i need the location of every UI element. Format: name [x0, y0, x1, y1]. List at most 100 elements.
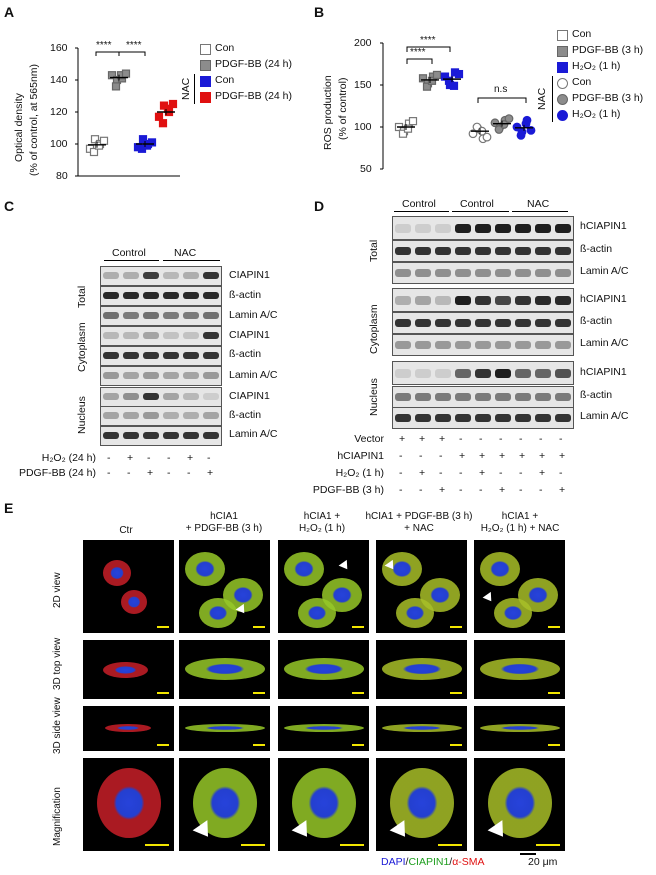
blot-band — [395, 224, 411, 233]
condition-mark: + — [539, 450, 546, 462]
blot-band — [395, 393, 411, 401]
panel-c-row-label: CIAPIN1 — [229, 329, 270, 341]
panel-d-group-control2: Control — [460, 198, 494, 210]
blot-band — [435, 269, 451, 277]
blot-band — [395, 319, 411, 327]
panel-d-cond-label: Vector — [354, 433, 384, 445]
blot-band — [475, 224, 491, 233]
blot-band — [103, 412, 119, 419]
blot-band — [535, 319, 551, 327]
panel-e-col-header: hCIA1 + PDGF-BB (3 h) — [185, 511, 263, 534]
blot-band — [555, 319, 571, 327]
panel-b-sig1: **** — [420, 35, 436, 46]
blot-band — [455, 247, 471, 255]
cell-body — [193, 768, 257, 838]
panel-d-row-label: Lamin A/C — [580, 410, 629, 422]
micrograph-panel — [474, 758, 565, 851]
image-scale-bar — [253, 744, 265, 746]
micrograph-panel — [83, 540, 174, 633]
blot-band — [535, 341, 551, 349]
cell-body — [121, 590, 147, 614]
blot-strip — [392, 334, 574, 356]
condition-mark: - — [107, 467, 111, 479]
cell-body — [185, 658, 265, 680]
micrograph-panel — [376, 758, 467, 851]
blot-band — [415, 247, 431, 255]
blot-band — [183, 412, 199, 419]
panel-a-sig1: **** — [96, 40, 112, 51]
blot-band — [395, 369, 411, 378]
condition-mark: + — [539, 467, 546, 479]
panel-d-group-control1: Control — [402, 198, 436, 210]
blot-band — [515, 369, 531, 378]
blot-band — [143, 432, 159, 439]
panel-c-section-label: Total — [76, 285, 88, 308]
condition-mark: - — [499, 467, 503, 479]
cell-body — [97, 768, 161, 838]
micrograph-panel — [474, 540, 565, 633]
blot-band — [123, 372, 139, 379]
legend-swatch-square — [200, 44, 211, 55]
panel-e-col-header: hCIA1 + H₂O₂ (1 h) — [298, 511, 346, 534]
blot-band — [515, 269, 531, 277]
blot-band — [143, 352, 159, 359]
cell-body — [199, 598, 237, 628]
cell-body — [480, 724, 560, 732]
blot-band — [163, 332, 179, 339]
blot-band — [143, 332, 159, 339]
blot-strip — [392, 240, 574, 262]
panel-b-ns-bracket — [477, 97, 527, 103]
blot-strip — [100, 286, 222, 306]
blot-band — [163, 272, 179, 279]
condition-mark: - — [167, 452, 171, 464]
blot-band — [475, 247, 491, 255]
cell-body — [390, 768, 454, 838]
blot-band — [455, 224, 471, 233]
panel-a-sig2: **** — [126, 40, 142, 51]
cell-body — [284, 552, 324, 586]
blot-band — [555, 247, 571, 255]
blot-band — [123, 332, 139, 339]
blot-band — [555, 269, 571, 277]
panel-c-row-label: CIAPIN1 — [229, 390, 270, 402]
blot-band — [475, 341, 491, 349]
legend-swatch-square — [557, 30, 568, 41]
cell-body — [284, 724, 364, 732]
blot-band — [555, 369, 571, 378]
condition-mark: + — [519, 450, 526, 462]
blot-band — [203, 332, 219, 339]
micrograph-panel — [376, 706, 467, 751]
blot-band — [143, 372, 159, 379]
micrograph-panel — [179, 540, 270, 633]
panel-a-ytick: 160 — [50, 42, 68, 54]
condition-mark: - — [207, 452, 211, 464]
condition-mark: - — [459, 467, 463, 479]
cell-body — [480, 658, 560, 680]
blot-band — [555, 414, 571, 422]
blot-band — [103, 372, 119, 379]
data-point — [111, 82, 121, 91]
blot-band — [435, 369, 451, 378]
panel-e-col-header: Ctr — [119, 525, 133, 536]
panel-c-section-label: Cytoplasm — [76, 322, 88, 372]
blot-band — [555, 341, 571, 349]
panel-d-label: D — [314, 198, 325, 214]
blot-strip — [392, 361, 574, 385]
blot-band — [495, 414, 511, 422]
blot-band — [455, 369, 471, 378]
legend-label: PDGF-BB (24 h) — [215, 90, 293, 102]
panel-c-row-label: Lamin A/C — [229, 369, 278, 381]
blot-band — [515, 224, 531, 233]
arrowhead-icon — [338, 559, 352, 573]
data-point — [521, 119, 531, 129]
blot-band — [555, 296, 571, 305]
cell-body — [103, 662, 148, 678]
legend-label: H₂O₂ (1 h) — [572, 60, 621, 72]
blot-band — [395, 414, 411, 422]
panel-d-section-label: Nucleus — [368, 378, 380, 416]
blot-band — [435, 414, 451, 422]
condition-mark: - — [399, 450, 403, 462]
micrograph-panel — [83, 758, 174, 851]
panel-b-sig2: **** — [410, 47, 426, 58]
data-point — [454, 69, 464, 79]
